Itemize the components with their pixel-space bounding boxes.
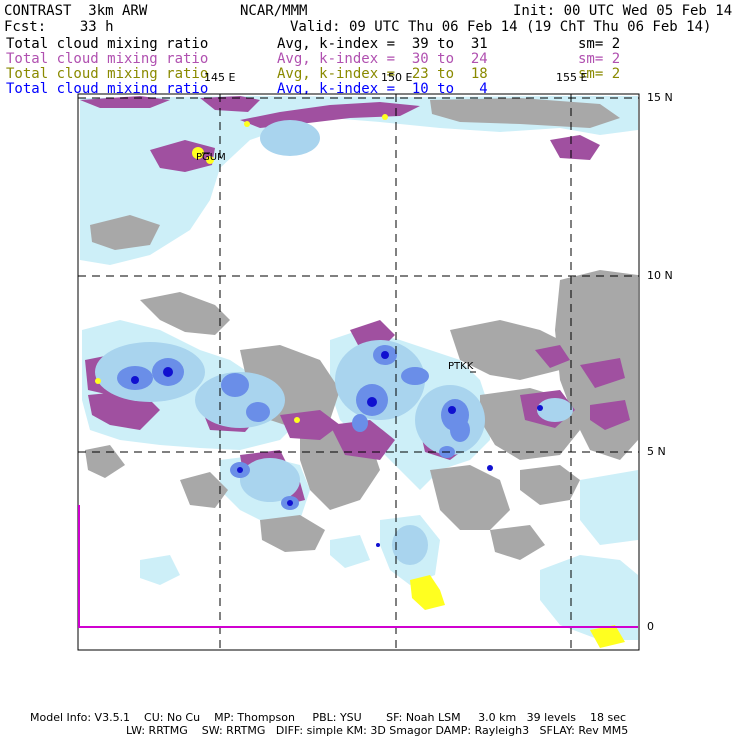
field-avg-3: Avg, k-index = 23 to 18 (277, 66, 488, 82)
field-name-3: Total cloud mixing ratio (6, 66, 209, 82)
yellow-cloud-fields (95, 114, 625, 648)
field-sm-2: sm= 2 (578, 51, 621, 67)
field-name-4: Total cloud mixing ratio (6, 81, 209, 97)
field-name-2: Total cloud mixing ratio (6, 51, 209, 67)
field-avg-1: Avg, k-index = 39 to 31 (277, 36, 488, 52)
lon-label-155: 155 E (556, 71, 588, 84)
station-markers (202, 152, 476, 373)
lat-lon-grid (78, 94, 639, 650)
field-sm-3: sm= 2 (578, 66, 621, 82)
field-sm-1: sm= 2 (578, 36, 621, 52)
lat-label-0: 0 (647, 620, 654, 633)
model-info-line2: LW: RRTMG SW: RRTMG DIFF: simple KM: 3D … (126, 724, 629, 737)
valid-time: Valid: 09 UTC Thu 06 Feb 14 (19 ChT Thu … (290, 19, 712, 35)
lon-label-145: 145 E (204, 71, 236, 84)
map-frame (77, 93, 640, 651)
station-pgum: PGUM (196, 152, 226, 163)
init-time: Init: 00 UTC Wed 05 Feb 14 (513, 3, 733, 19)
gray-cloud-fields (85, 98, 638, 560)
field-name-1: Total cloud mixing ratio (6, 36, 209, 52)
lat-label-5: 5 N (647, 445, 666, 458)
institution: NCAR/MMM (240, 3, 308, 19)
field-avg-4: Avg, k-index = 10 to 4 (277, 81, 488, 97)
magenta-contour (78, 505, 638, 628)
model-title: CONTRAST 3km ARW (4, 3, 148, 19)
field-avg-2: Avg, k-index = 30 to 24 (277, 51, 488, 67)
dark-blue-cloud-cores (131, 351, 543, 547)
model-info-line1: Model Info: V3.5.1 CU: No Cu MP: Thompso… (30, 711, 627, 724)
lon-label-150: 150 E (381, 71, 413, 84)
lat-label-15: 15 N (647, 91, 673, 104)
station-ptkk: PTKK (448, 361, 474, 372)
forecast-hour: Fcst: 33 h (4, 19, 114, 35)
lat-label-10: 10 N (647, 269, 673, 282)
